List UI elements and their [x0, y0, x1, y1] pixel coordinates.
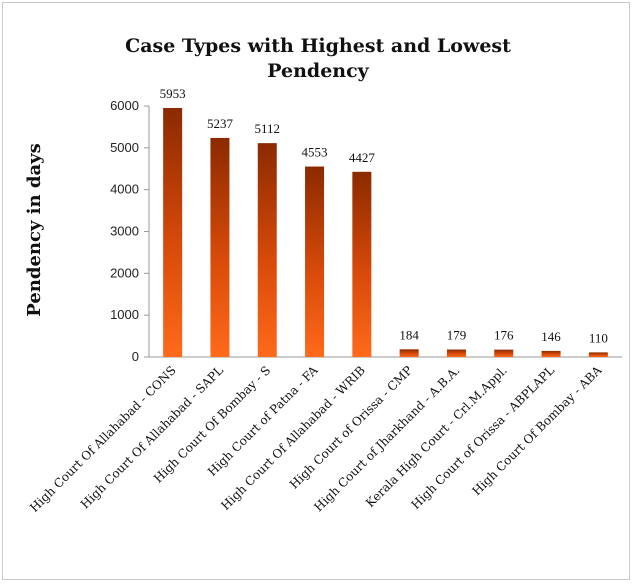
y-tick-label: 5000: [110, 140, 139, 155]
data-label: 146: [541, 329, 561, 344]
data-label: 5953: [160, 86, 186, 101]
y-tick-label: 3000: [110, 224, 139, 239]
data-label: 4553: [302, 145, 328, 160]
bar: [541, 350, 561, 357]
chart-title-line-1: Case Types with Highest and Lowest: [125, 35, 511, 57]
data-label: 5112: [254, 121, 280, 136]
y-axis-label: Pendency in days: [24, 143, 45, 316]
data-label: 176: [494, 328, 514, 343]
bar: [210, 137, 230, 357]
y-tick-label: 4000: [110, 182, 139, 197]
bar: [588, 352, 608, 357]
data-label: 184: [399, 327, 419, 342]
bar: [494, 349, 514, 357]
data-label: 179: [447, 328, 467, 343]
data-label: 4427: [349, 150, 376, 165]
data-label: 5237: [207, 116, 234, 131]
data-label: 110: [589, 330, 608, 345]
y-tick-label: 1000: [110, 307, 139, 322]
y-tick-label: 0: [132, 349, 139, 364]
bars: [163, 107, 608, 358]
y-tick-label: 6000: [110, 98, 139, 113]
bar: [163, 107, 183, 358]
y-tick-label: 2000: [110, 265, 139, 280]
data-labels: 5953 5237 5112 4553 4427 184 179 176 146 110: [160, 86, 608, 345]
bar: [446, 349, 466, 357]
bar: [352, 171, 372, 357]
bar: [399, 349, 419, 357]
y-ticks: 0 1000 2000 3000 4000 5000 6000: [110, 98, 149, 364]
bar: [305, 166, 325, 357]
chart-title-line-2: Pendency: [267, 60, 369, 82]
bar: [257, 143, 277, 357]
